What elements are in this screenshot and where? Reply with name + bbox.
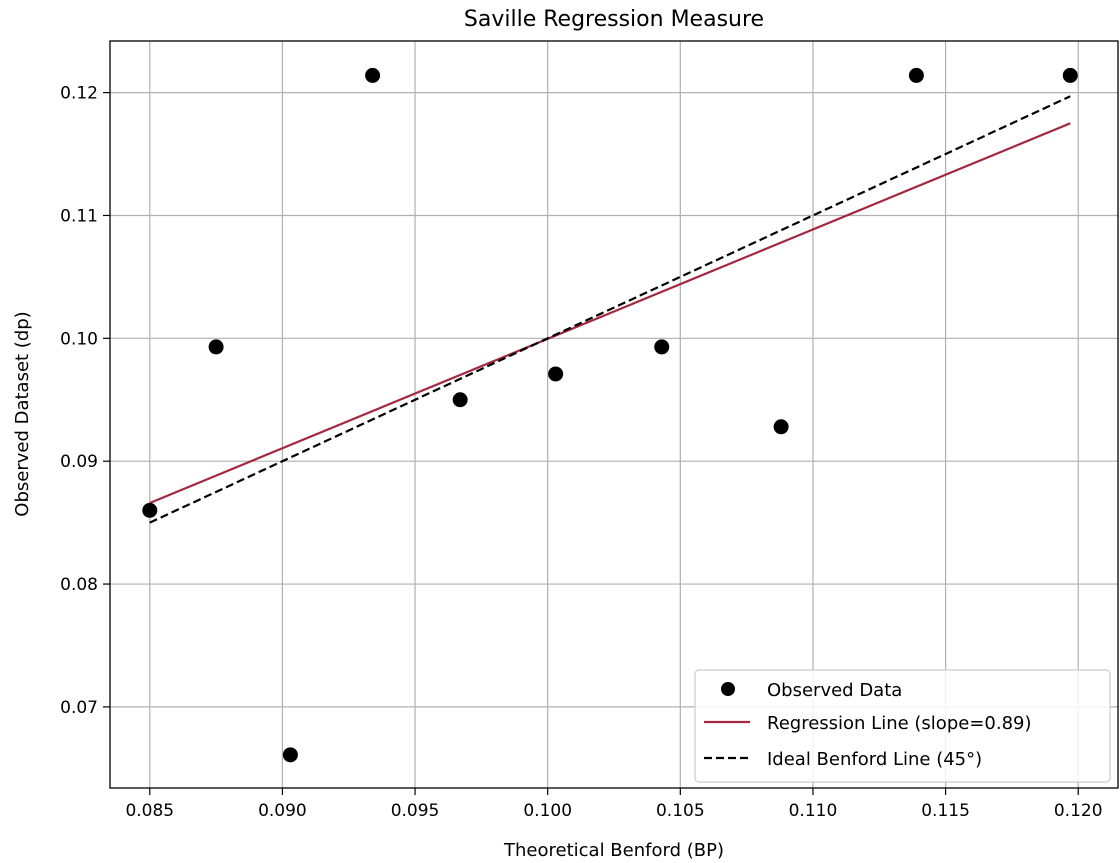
legend-marker-observed-data (721, 682, 735, 696)
ideal-benford-line (149, 95, 1071, 524)
observed-data-point (773, 419, 789, 435)
x-axis-label: Theoretical Benford (BP) (503, 840, 724, 861)
series-points (142, 67, 1078, 763)
legend-box (694, 669, 1111, 783)
observed-data-point (452, 392, 468, 408)
y-tick-label: 0.08 (60, 575, 98, 595)
chart-title: Saville Regression Measure (464, 7, 764, 32)
x-tick-label: 0.090 (258, 801, 307, 821)
observed-data-point (282, 747, 298, 763)
observed-data-point (1062, 67, 1078, 83)
y-tick-label: 0.10 (60, 329, 98, 349)
x-tick-label: 0.085 (125, 801, 174, 821)
observed-data-point (908, 67, 924, 83)
observed-data-point (208, 339, 224, 355)
y-tick-label: 0.07 (60, 698, 98, 718)
y-tick-label: 0.12 (60, 84, 98, 104)
observed-data-point (654, 339, 670, 355)
legend-label-ideal-benford-line: Ideal Benford Line (45°) (767, 749, 982, 770)
regression-line (149, 122, 1071, 504)
legend-label-regression-line: Regression Line (slope=0.89) (767, 713, 1032, 734)
axis-ticks: 0.085 0.090 0.095 0.100 0.105 0.110 0.115 0.120… (60, 84, 1102, 821)
x-tick-label: 0.110 (789, 801, 838, 821)
y-axis-label: Observed Dataset (dp) (12, 311, 33, 516)
y-tick-label: 0.11 (60, 206, 98, 226)
legend-label-observed-data: Observed Data (767, 680, 902, 701)
observed-data-point (548, 366, 564, 382)
x-tick-label: 0.095 (391, 801, 440, 821)
plot-frame (109, 40, 1119, 789)
legend: Observed Data Regression Line (slope=0.8… (694, 669, 1111, 783)
x-tick-label: 0.100 (523, 801, 572, 821)
x-tick-label: 0.120 (1054, 801, 1103, 821)
observed-data-point (365, 67, 381, 83)
y-tick-label: 0.09 (60, 452, 98, 472)
x-tick-label: 0.105 (656, 801, 705, 821)
observed-data-point (142, 502, 158, 518)
series-lines (149, 95, 1071, 524)
grid (110, 41, 1118, 788)
x-tick-label: 0.115 (921, 801, 970, 821)
